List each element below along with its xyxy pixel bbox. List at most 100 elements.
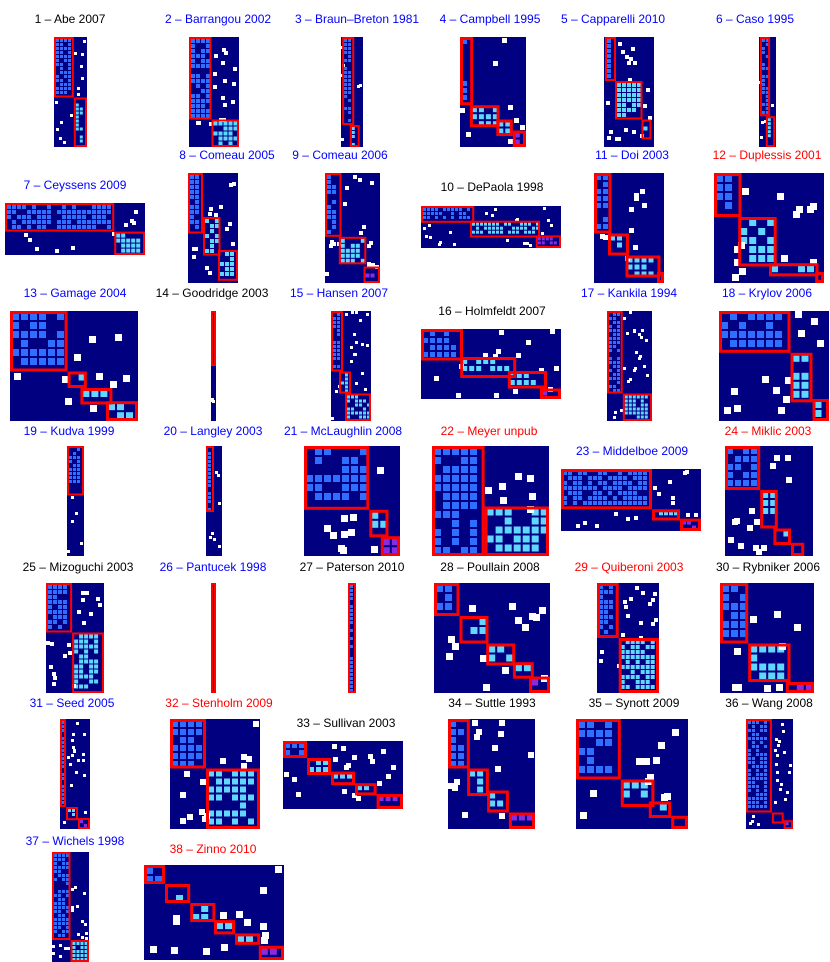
module-border: [765, 116, 776, 147]
matrix-svg: [720, 583, 814, 693]
module-cell: [613, 365, 616, 368]
module-cell: [644, 411, 648, 415]
module-cell: [56, 75, 59, 78]
module-cell: [232, 786, 238, 793]
module-cell: [583, 501, 587, 505]
module-cell: [191, 79, 195, 83]
module-cell: [451, 212, 454, 215]
module-cell: [770, 508, 777, 514]
module-cell: [69, 460, 72, 463]
module-cell: [208, 786, 214, 793]
module-cell: [190, 205, 194, 209]
module-cell: [423, 208, 426, 211]
interaction-cell: [364, 388, 367, 391]
module-cell: [588, 481, 592, 485]
interaction-cell: [83, 774, 86, 777]
module-cell: [462, 39, 467, 44]
module-cell: [76, 942, 80, 945]
module-cell: [72, 946, 76, 949]
module-cell: [79, 674, 84, 679]
module-cell: [760, 793, 763, 796]
module-cell: [62, 902, 65, 905]
module-cell: [208, 508, 211, 511]
module-cell: [191, 59, 195, 63]
module-cell: [617, 103, 621, 107]
interaction-cell: [654, 618, 658, 622]
module-cell: [68, 43, 71, 46]
module-cell: [607, 74, 611, 78]
interaction-cell: [85, 591, 89, 595]
module-cell: [740, 228, 748, 235]
module-cell: [206, 74, 210, 78]
interaction-cell: [67, 643, 71, 647]
module-cell: [767, 126, 771, 130]
interaction-cell: [348, 529, 355, 536]
interaction-cell: [24, 233, 28, 237]
module-cell: [599, 615, 603, 619]
module-cell: [62, 890, 65, 893]
interaction-cell: [367, 244, 371, 248]
module-border: [512, 662, 534, 679]
module-border: [307, 758, 331, 775]
module-cell: [68, 75, 71, 78]
interaction-cell: [491, 214, 494, 217]
module-cell: [126, 243, 131, 248]
interaction-cell: [623, 600, 627, 604]
matrix-svg: [5, 203, 145, 255]
interaction-cell: [648, 602, 652, 606]
interaction-cell: [613, 416, 616, 419]
module-cell: [632, 399, 636, 403]
interaction-cell: [82, 759, 85, 762]
module-cell: [444, 345, 449, 350]
module-cell: [97, 205, 101, 209]
module-cell: [82, 215, 86, 219]
interaction-cell: [371, 546, 378, 553]
module-cell: [32, 220, 36, 224]
module-cell: [347, 411, 350, 415]
interaction-cell: [74, 886, 77, 889]
interaction-cell: [73, 749, 76, 752]
interaction-cell: [80, 542, 83, 545]
module-cell: [434, 538, 441, 545]
interaction-cell: [651, 598, 655, 602]
module-cell: [196, 109, 200, 113]
module-cell: [215, 219, 219, 223]
module-cell: [60, 71, 63, 74]
interaction-cell: [639, 621, 643, 625]
interaction-cell: [474, 734, 480, 740]
module-cell: [228, 126, 233, 131]
module-cell: [224, 810, 230, 817]
module-cell: [216, 778, 222, 785]
incidence-matrix: [52, 852, 89, 962]
module-cell: [84, 684, 89, 689]
module-cell: [228, 136, 233, 141]
module-cell: [337, 313, 340, 316]
interaction-cell: [498, 731, 504, 737]
interaction-cell: [780, 783, 783, 786]
module-border: [448, 719, 470, 769]
module-cell: [74, 679, 79, 684]
matrix-svg: [188, 173, 238, 281]
interaction-cell: [634, 193, 639, 198]
module-cell: [315, 484, 322, 491]
interaction-cell: [89, 612, 93, 616]
module-cell: [636, 411, 640, 415]
module-cell: [348, 55, 352, 58]
interaction-cell: [214, 213, 218, 217]
module-cell: [94, 639, 99, 644]
module-cell: [60, 39, 63, 42]
module-cell: [648, 257, 654, 263]
module-cell: [191, 94, 195, 98]
module-cell: [485, 114, 491, 120]
interaction-cell: [583, 521, 587, 525]
incidence-matrix: [594, 173, 664, 283]
module-cell: [628, 395, 632, 399]
module-cell: [625, 640, 630, 644]
module-cell: [785, 822, 789, 826]
module-cell: [58, 934, 61, 937]
module-cell: [348, 111, 352, 114]
interaction-cell: [377, 467, 384, 474]
interaction-cell: [192, 255, 196, 259]
incidence-matrix: [188, 173, 238, 283]
module-cell: [761, 67, 765, 70]
